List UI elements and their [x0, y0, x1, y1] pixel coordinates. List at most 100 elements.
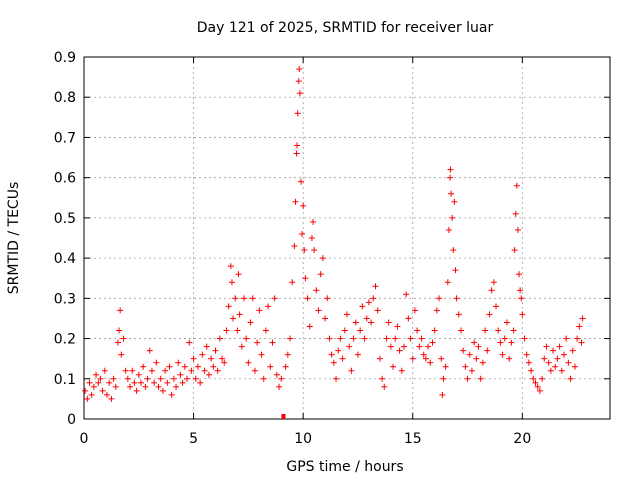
data-point	[536, 387, 543, 394]
data-point	[249, 295, 256, 302]
data-point	[190, 355, 197, 362]
data-point	[450, 247, 457, 254]
data-point	[578, 339, 585, 346]
data-point	[530, 375, 537, 382]
data-point	[333, 375, 340, 382]
data-point	[479, 359, 486, 366]
data-point	[296, 66, 303, 73]
data-point	[394, 323, 401, 330]
data-point	[523, 351, 530, 358]
data-point	[400, 343, 407, 350]
data-point	[97, 375, 104, 382]
data-point	[208, 355, 215, 362]
gap-marker	[281, 414, 286, 419]
data-point	[337, 335, 344, 342]
data-point	[240, 295, 247, 302]
data-point	[335, 347, 342, 354]
data-point	[477, 375, 484, 382]
data-points	[82, 66, 586, 419]
data-point	[518, 295, 525, 302]
data-point	[354, 351, 361, 358]
data-point	[545, 359, 552, 366]
data-point	[372, 283, 379, 290]
y-tick-label: 0	[67, 412, 76, 428]
data-point	[565, 359, 572, 366]
data-point	[304, 295, 311, 302]
data-point	[328, 351, 335, 358]
data-point	[311, 247, 318, 254]
data-point	[153, 359, 160, 366]
data-point	[541, 355, 548, 362]
data-point	[112, 383, 119, 390]
data-point	[287, 335, 294, 342]
x-axis-label: GPS time / hours	[286, 459, 403, 475]
data-point	[164, 379, 171, 386]
data-point	[448, 190, 455, 197]
data-point	[170, 375, 177, 382]
data-point	[310, 218, 317, 225]
data-point	[284, 351, 291, 358]
data-point	[466, 351, 473, 358]
data-point	[192, 375, 199, 382]
data-point	[157, 375, 164, 382]
data-point	[199, 351, 206, 358]
data-point	[221, 359, 228, 366]
data-point	[225, 303, 232, 310]
data-point	[576, 323, 583, 330]
data-point	[326, 335, 333, 342]
x-tick-label: 5	[189, 431, 198, 447]
data-point	[197, 379, 204, 386]
y-tick-label: 0.3	[54, 291, 76, 307]
data-point	[262, 327, 269, 334]
data-point	[439, 391, 446, 398]
data-point	[151, 379, 158, 386]
data-point	[247, 319, 254, 326]
data-point	[447, 166, 454, 173]
data-point	[129, 367, 136, 374]
data-point	[390, 363, 397, 370]
data-point	[433, 307, 440, 314]
data-point	[118, 351, 125, 358]
data-point	[521, 335, 528, 342]
data-point	[473, 355, 480, 362]
data-point	[223, 327, 230, 334]
data-point	[232, 295, 239, 302]
data-point	[339, 355, 346, 362]
data-point	[313, 287, 320, 294]
data-point	[468, 367, 475, 374]
data-point	[179, 379, 186, 386]
data-point	[322, 315, 329, 322]
data-point	[398, 367, 405, 374]
data-point	[497, 339, 504, 346]
data-point	[490, 279, 497, 286]
data-point	[219, 355, 226, 362]
data-point	[506, 355, 513, 362]
x-tick-label: 20	[513, 431, 531, 447]
data-point	[133, 387, 140, 394]
data-point	[228, 279, 235, 286]
data-point	[550, 347, 557, 354]
data-point	[137, 379, 144, 386]
data-point	[365, 299, 372, 306]
data-point	[517, 287, 524, 294]
data-point	[475, 343, 482, 350]
data-point	[409, 355, 416, 362]
data-point	[186, 339, 193, 346]
y-tick-label: 0.7	[54, 130, 76, 146]
data-point	[251, 367, 258, 374]
data-point	[374, 307, 381, 314]
data-point	[508, 339, 515, 346]
data-point	[142, 383, 149, 390]
y-tick-label: 0.8	[54, 90, 76, 106]
data-point	[90, 383, 97, 390]
data-point	[324, 295, 331, 302]
y-tick-label: 0.5	[54, 211, 76, 227]
data-point	[299, 230, 306, 237]
data-point	[558, 367, 565, 374]
data-point	[429, 339, 436, 346]
data-point	[350, 335, 357, 342]
data-point	[503, 319, 510, 326]
data-point	[148, 367, 155, 374]
data-point	[212, 347, 219, 354]
data-point	[265, 303, 272, 310]
